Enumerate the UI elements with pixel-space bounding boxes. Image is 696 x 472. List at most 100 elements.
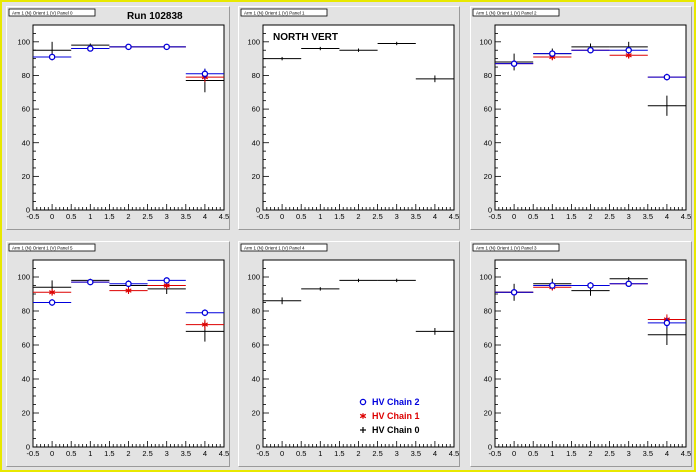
legend: HV Chain 2 HV Chain 1 HV Chain 0 — [359, 397, 420, 435]
y-tick-label: 20 — [252, 409, 260, 418]
chart-panel-1: Arm 1 (N) Orient 1 (V) Panel 10204060801… — [240, 8, 459, 221]
x-tick-label: 0 — [512, 212, 516, 221]
x-tick-label: 2 — [588, 212, 592, 221]
legend-label: HV Chain 1 — [372, 411, 420, 421]
x-tick-label: 3 — [395, 449, 399, 458]
pad-panel-0: Arm 1 (N) Orient 1 (V) Panel 0 0 20 40 60 80 1… — [6, 6, 230, 230]
plot-frame — [262, 259, 455, 448]
x-tick-label: 1 — [88, 449, 92, 458]
x-tick-label: 3.5 — [181, 212, 191, 221]
x-tick-label: 4.5 — [681, 212, 691, 221]
x-tick-label: 4.5 — [449, 449, 459, 458]
x-tick-label: 2.5 — [142, 212, 152, 221]
x-tick-label: 3 — [165, 449, 169, 458]
y-tick-label: 80 — [484, 307, 492, 316]
x-tick-label: -0.5 — [27, 449, 40, 458]
data-point — [510, 60, 518, 67]
x-tick-label: 2 — [356, 212, 360, 221]
y-tick-label: 40 — [22, 138, 30, 147]
x-tick-label: 2 — [588, 449, 592, 458]
x-tick-label: 1.5 — [566, 212, 576, 221]
data-point — [125, 280, 132, 288]
data-point — [87, 45, 94, 52]
legend-item: HV Chain 2 — [359, 397, 420, 407]
x-tick-label: 4.5 — [219, 449, 229, 458]
legend-label: HV Chain 2 — [372, 397, 420, 407]
x-tick-label: 2 — [356, 449, 360, 458]
circle-icon — [359, 398, 367, 406]
chart-panel-4: Arm 1 (N) Orient 1 (V) Panel 40204060801… — [240, 243, 459, 458]
x-tick-label: -0.5 — [257, 449, 270, 458]
x-tick-label: 3 — [627, 449, 631, 458]
y-tick-label: 60 — [22, 105, 30, 114]
x-tick-label: 2 — [126, 212, 130, 221]
x-tick-label: 4 — [433, 449, 437, 458]
legend-item: HV Chain 1 — [359, 411, 420, 421]
y-tick-label: 40 — [484, 375, 492, 384]
data-point — [510, 289, 518, 296]
x-tick-label: 2.5 — [604, 212, 614, 221]
x-tick-label: 0.5 — [66, 449, 76, 458]
y-tick-label: 100 — [247, 273, 260, 282]
x-tick-label: 3 — [165, 212, 169, 221]
y-tick-label: 60 — [252, 341, 260, 350]
chart-title: Arm 1 (N) Orient 1 (V) Panel 2 — [476, 10, 537, 15]
data-point — [201, 321, 209, 328]
y-tick-label: 40 — [252, 375, 260, 384]
x-tick-label: 1.5 — [334, 212, 344, 221]
data-point — [48, 289, 56, 296]
x-tick-label: 2.5 — [142, 449, 152, 458]
y-tick-label: 60 — [484, 105, 492, 114]
x-tick-label: 2 — [126, 449, 130, 458]
x-tick-label: 3.5 — [643, 212, 653, 221]
data-point — [587, 46, 594, 54]
x-tick-label: 4 — [665, 212, 669, 221]
star-icon — [359, 413, 367, 419]
pad-panel-3: Arm 1 (N) Orient 1 (V) Panel 3 0 20 40 60 80 1… — [470, 241, 692, 467]
y-tick-label: 60 — [22, 341, 30, 350]
x-tick-label: 0 — [50, 212, 54, 221]
run-label: Run 102838 — [127, 11, 183, 22]
x-tick-label: 3 — [395, 212, 399, 221]
series-plus — [263, 41, 454, 83]
x-tick-label: 1 — [550, 449, 554, 458]
plot-frame — [32, 24, 225, 211]
x-tick-label: 4 — [433, 212, 437, 221]
y-tick-label: 40 — [22, 375, 30, 384]
series-circle — [495, 280, 686, 328]
data-point — [87, 278, 94, 286]
x-tick-label: 1 — [318, 212, 322, 221]
x-tick-label: 1 — [318, 449, 322, 458]
x-tick-label: 1.5 — [566, 449, 576, 458]
y-tick-label: 80 — [22, 307, 30, 316]
x-tick-label: -0.5 — [489, 212, 502, 221]
x-tick-label: 3.5 — [411, 212, 421, 221]
y-tick-label: 80 — [484, 71, 492, 80]
y-tick-label: 80 — [22, 71, 30, 80]
x-tick-label: 4.5 — [219, 212, 229, 221]
x-tick-label: -0.5 — [489, 449, 502, 458]
y-tick-label: 20 — [484, 409, 492, 418]
data-point — [48, 299, 56, 306]
y-tick-label: 20 — [252, 172, 260, 181]
y-tick-label: 20 — [22, 172, 30, 181]
pad-panel-2: Arm 1 (N) Orient 1 (V) Panel 2 0 20 40 60 80 1… — [470, 6, 692, 230]
y-tick-label: 80 — [252, 307, 260, 316]
x-tick-label: 0.5 — [528, 212, 538, 221]
x-tick-label: 4 — [203, 449, 207, 458]
y-tick-label: 100 — [17, 37, 30, 46]
y-tick-label: 0 — [488, 443, 492, 452]
series-circle — [33, 277, 224, 317]
plot-frame — [494, 24, 687, 211]
north-vert-label: NORTH VERT — [273, 32, 338, 43]
chart-panel-5: Arm 1 (N) Orient 1 (V) Panel 50204060801… — [8, 243, 229, 458]
x-tick-label: 3 — [627, 212, 631, 221]
y-tick-label: 80 — [252, 71, 260, 80]
x-tick-label: 0 — [50, 449, 54, 458]
x-tick-label: 2.5 — [372, 212, 382, 221]
x-tick-label: 4 — [203, 212, 207, 221]
chart-title-box: Arm 1 (N) Orient 1 (V) Panel 2 — [472, 8, 560, 17]
y-tick-label: 20 — [22, 409, 30, 418]
chart-title-box: Arm 1 (N) Orient 1 (V) Panel 4 — [240, 243, 328, 252]
